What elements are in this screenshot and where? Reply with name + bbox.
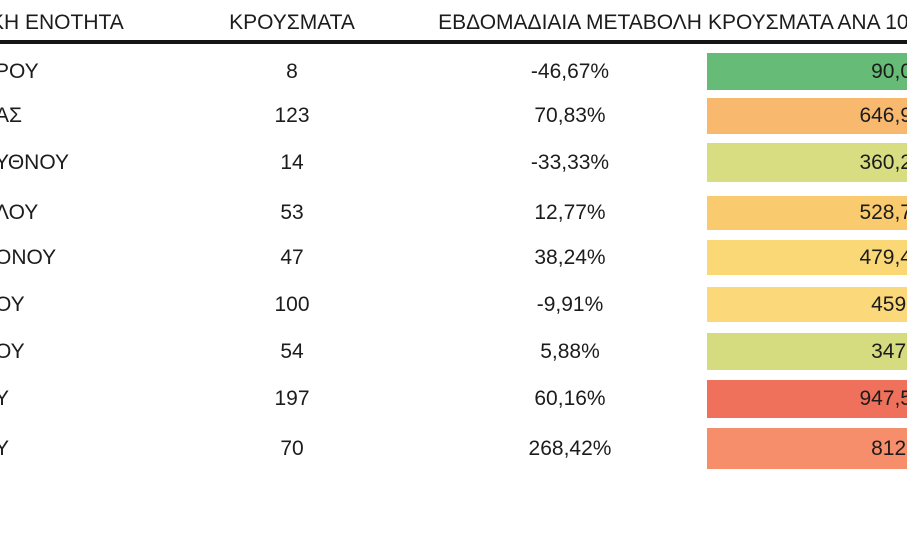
weekly-change-cell: -9,91% [536,292,604,316]
cases-cell: 53 [280,201,304,224]
cases-cell: 47 [280,245,304,269]
cases-cell: 70 [280,436,304,460]
weekly-change-cell: 268,42% [528,436,612,460]
weekly-change-cell: -46,67% [530,59,610,83]
region-cell: ΛΟΥ [0,201,39,224]
table-row: ΟΝΟΥ 47 38,24% 479,4 [0,240,907,275]
table-row: ΥΘΝΟΥ 14 -33,33% 360,2 [0,143,907,182]
per-100k-cell: 947,5 [707,380,907,418]
weekly-change-cell: 5,88% [540,339,600,363]
region-cell: ΥΘΝΟΥ [0,150,69,174]
cases-cell: 123 [274,104,310,127]
per-100k-cell: 646,9 [707,98,907,134]
region-cell: ΟΝΟΥ [0,245,57,269]
per-100k-cell: 812, [707,428,907,469]
cases-cell: 8 [286,59,298,83]
per-100k-cell: 90,0 [707,53,907,90]
per-100k-cell: 459, [707,287,907,322]
column-header-weekly-change: ΕΒΔΟΜΑΔΙΑΙΑ ΜΕΤΑΒΟΛΗ [438,11,702,34]
column-header-region: ΚΗ ΕΝΟΤΗΤΑ [0,11,124,34]
per-100k-cell: 347, [707,333,907,370]
region-cell: ΟΥ [0,339,25,363]
cases-cell: 54 [280,339,304,363]
weekly-change-cell: -33,33% [530,150,610,174]
per-100k-cell: 479,4 [707,240,907,275]
cases-cell: 197 [274,387,310,410]
table-row: ΑΣ 123 70,83% 646,9 [0,98,907,134]
table-row: ΟΥ 54 5,88% 347, [0,333,907,370]
region-cell: Υ [0,436,10,460]
region-cell: ΟΥ [0,292,25,316]
weekly-change-cell: 70,83% [534,104,606,127]
per-100k-cell: 528,7 [707,196,907,230]
cases-cell: 100 [274,292,310,316]
region-cell: ΡΟΥ [0,59,39,83]
cases-cell: 14 [280,150,304,174]
column-header-per-100k: ΚΡΟΥΣΜΑΤΑ ΑΝΑ 100 [708,11,907,34]
region-cell: ΑΣ [0,104,22,127]
region-cell: Υ [0,387,10,410]
per-100k-cell: 360,2 [707,143,907,182]
weekly-change-cell: 38,24% [534,245,606,269]
table-row: ΡΟΥ 8 -46,67% 90,0 [0,53,907,90]
table-row: ΟΥ 100 -9,91% 459, [0,287,907,322]
table-row: ΛΟΥ 53 12,77% 528,7 [0,196,907,230]
weekly-change-cell: 60,16% [534,387,606,410]
header-underline [0,40,907,44]
table-row: Υ 197 60,16% 947,5 [0,380,907,418]
table-row: Υ 70 268,42% 812, [0,428,907,469]
weekly-change-cell: 12,77% [534,201,606,224]
column-header-cases: ΚΡΟΥΣΜΑΤΑ [229,11,355,34]
